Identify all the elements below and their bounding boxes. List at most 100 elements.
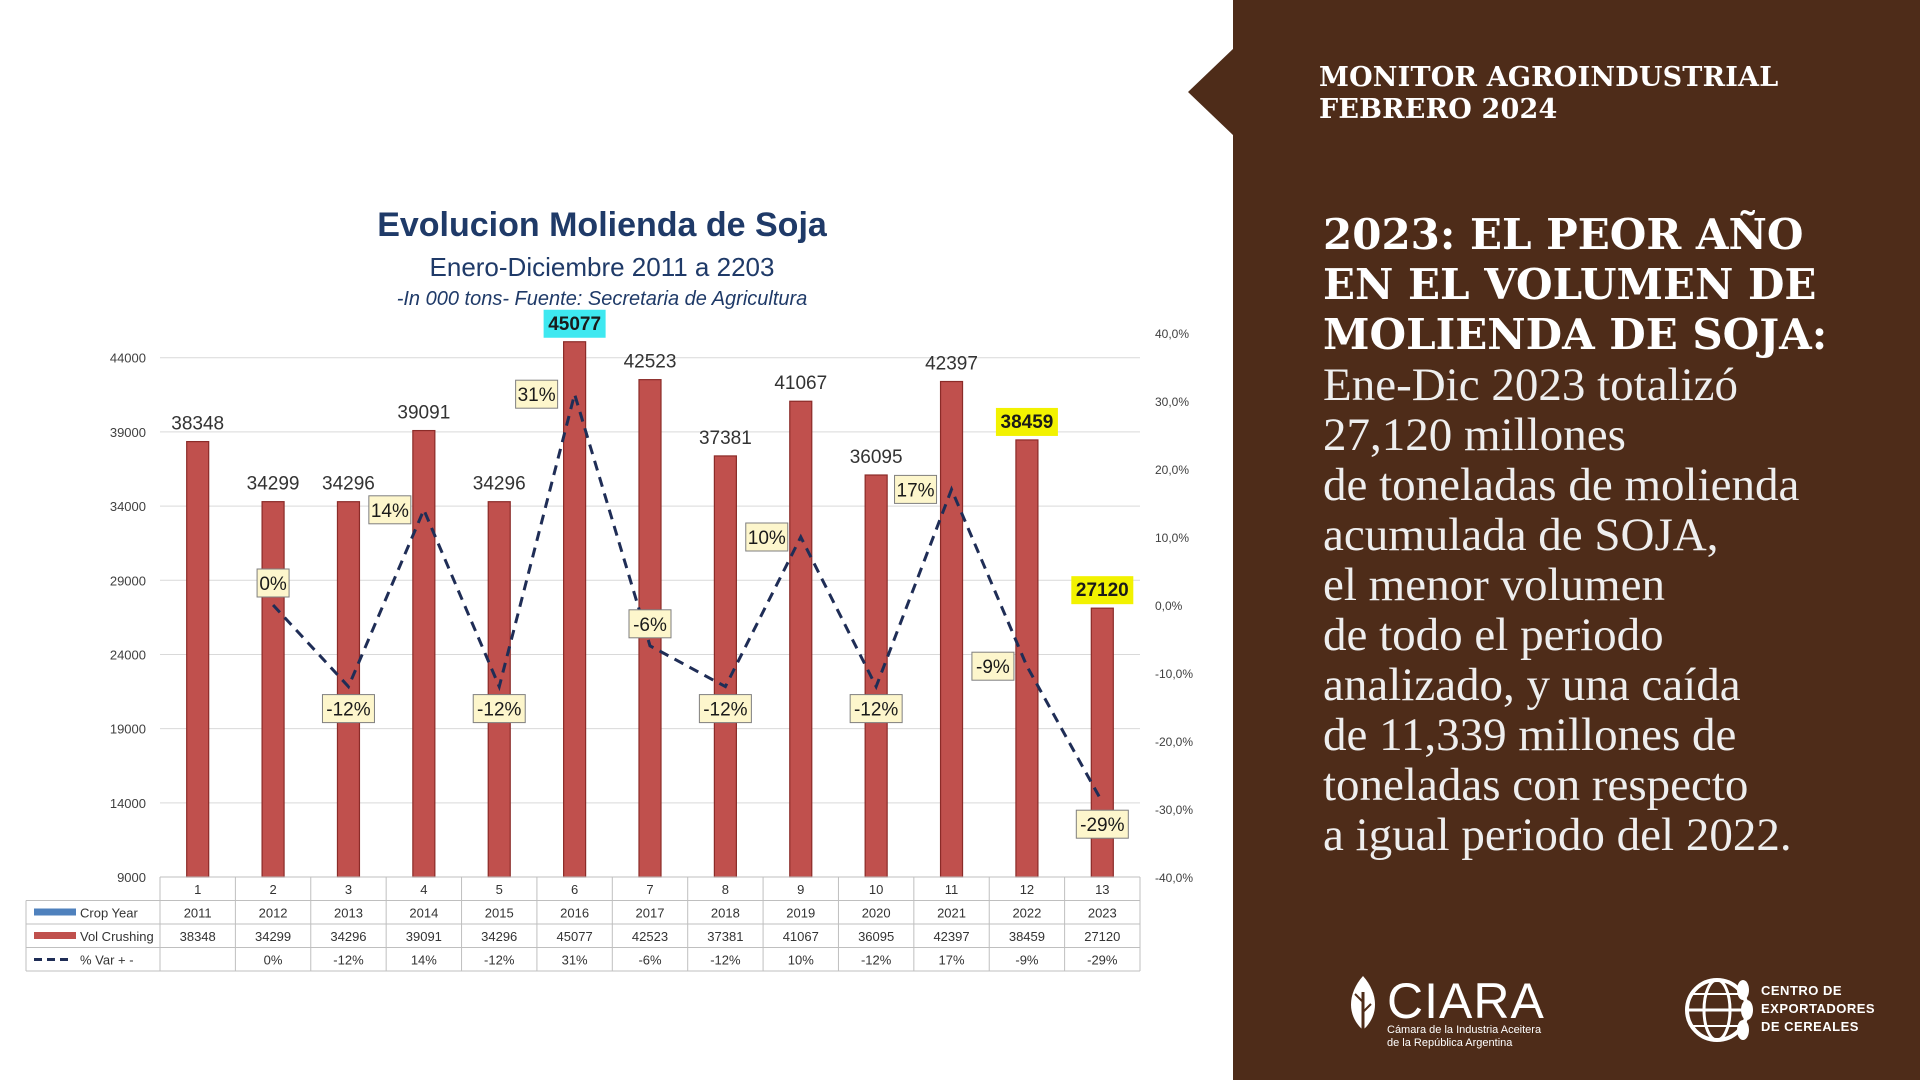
bar-value-label: 38459: [1001, 412, 1054, 433]
bar-value-label: 37381: [699, 428, 752, 449]
globe-wheat-icon: [1685, 978, 1753, 1042]
legend-label: % Var + -: [80, 953, 134, 968]
table-cell: 45077: [557, 929, 593, 944]
table-cell: -12%: [710, 953, 741, 968]
y-left-tick-label: 24000: [110, 647, 146, 662]
table-cell: 34296: [330, 929, 366, 944]
table-cell: 39091: [406, 929, 442, 944]
x-tick-label: 13: [1095, 882, 1109, 897]
pct-value-label: -6%: [633, 615, 667, 636]
bar-value-label: 45077: [548, 314, 601, 335]
y-right-tick-label: 0,0%: [1155, 599, 1183, 613]
pct-variation-line: [271, 388, 1104, 803]
pct-value-label: -29%: [1080, 815, 1124, 836]
y-right-tick-label: 10,0%: [1155, 531, 1189, 545]
headline-line: EN EL VOLUMEN DE: [1323, 260, 1817, 309]
pct-label-box: [894, 474, 938, 504]
x-tick-label: 4: [420, 882, 427, 897]
x-tick-label: 6: [571, 882, 578, 897]
chart-subtitle: Enero-Diciembre 2011 a 2203: [429, 252, 775, 282]
table-cell: 2020: [862, 906, 891, 921]
y-right-tick-label: -30,0%: [1155, 803, 1193, 817]
bar-value-label: 41067: [774, 373, 827, 394]
bar: [336, 501, 361, 878]
y-right-tick-label: 20,0%: [1155, 463, 1189, 477]
table-cell: -12%: [861, 953, 892, 968]
table-cell: 0%: [264, 953, 283, 968]
bar-value-label: 38348: [171, 414, 224, 435]
headline-body-line: 27,120 millones: [1323, 409, 1626, 461]
y-left-tick-label: 34000: [110, 499, 146, 514]
bar-label-highlight: [995, 407, 1058, 436]
y-right-tick-label: -20,0%: [1155, 735, 1193, 749]
table-cell: 31%: [562, 953, 588, 968]
ciara-subtitle-line: de la República Argentina: [1387, 1037, 1513, 1049]
bar: [939, 380, 964, 878]
table-cell: 2021: [937, 906, 966, 921]
table-cell: 2018: [711, 906, 740, 921]
headline: 2023: EL PEOR AÑO EN EL VOLUMEN DE MOLIE…: [1323, 210, 1913, 860]
chart-source-note: -In 000 tons- Fuente: Secretaria de Agri…: [396, 288, 808, 310]
headline-body-line: de todo el periodo: [1323, 609, 1664, 661]
bar-value-label: 34299: [247, 474, 300, 495]
headline-body-line: de 11,339 millones de: [1323, 709, 1737, 761]
table-cell: 2014: [409, 906, 438, 921]
x-tick-label: 5: [496, 882, 503, 897]
x-tick-label: 10: [869, 882, 883, 897]
bar-value-label: 42523: [624, 352, 677, 373]
bar-value-label: 27120: [1076, 580, 1129, 601]
bar-value-label: 36095: [850, 447, 903, 468]
y-left-tick-label: 29000: [110, 573, 146, 588]
table-cell: 38348: [180, 929, 216, 944]
pct-value-label: -12%: [477, 700, 521, 721]
bar-value-label: 34296: [473, 474, 526, 495]
x-tick-label: 1: [194, 882, 201, 897]
table-cell: -29%: [1087, 953, 1118, 968]
table-cell: 10%: [788, 953, 814, 968]
x-tick-label: 9: [797, 882, 804, 897]
cec-text: CENTRO DE EXPORTADORES DE CEREALES: [1761, 982, 1875, 1036]
table-cell: 34296: [481, 929, 517, 944]
y-left-tick-label: 44000: [110, 351, 146, 366]
table-cell: 38459: [1009, 929, 1045, 944]
table-cell: -12%: [484, 953, 515, 968]
monitor-date: FEBRERO 2024: [1319, 94, 1558, 125]
pct-value-label: 14%: [371, 501, 409, 522]
bar-value-label: 39091: [397, 403, 450, 424]
pct-label-box: [849, 694, 903, 724]
y-left-tick-label: 9000: [117, 870, 146, 885]
table-cell: 14%: [411, 953, 437, 968]
headline-body-line: toneladas con respecto: [1323, 759, 1749, 811]
headline-line: 2023: EL PEOR AÑO: [1323, 210, 1804, 259]
x-tick-label: 3: [345, 882, 352, 897]
ciara-leaf-icon: [1351, 976, 1375, 1038]
table-cell: 2017: [636, 906, 665, 921]
bar: [186, 440, 210, 878]
panel-notch: [1188, 48, 1234, 136]
table-cell: -9%: [1015, 953, 1039, 968]
pct-label-box: [628, 609, 672, 639]
legend-label: Crop Year: [80, 906, 138, 921]
headline-line: MOLIENDA DE SOJA:: [1323, 310, 1828, 359]
pct-value-label: -9%: [976, 657, 1010, 678]
pct-label-box: [1075, 809, 1129, 839]
pct-value-label: 10%: [748, 528, 786, 549]
pct-value-label: -12%: [326, 700, 370, 721]
y-right-tick-label: 30,0%: [1155, 395, 1189, 409]
y-right-tick-label: -10,0%: [1155, 667, 1193, 681]
headline-body-line: el menor volumen: [1323, 559, 1665, 611]
legend-swatch: [34, 932, 76, 939]
bar: [864, 474, 888, 878]
chart-title: Evolucion Molienda de Soja: [377, 206, 827, 244]
table-cell: -12%: [333, 953, 364, 968]
x-tick-label: 2: [269, 882, 276, 897]
table-cell: 27120: [1084, 929, 1120, 944]
cec-logo: CENTRO DE EXPORTADORES DE CEREALES: [1683, 970, 1913, 1060]
pct-label-box: [472, 694, 526, 724]
bar: [261, 501, 285, 878]
table-cell: 2023: [1088, 906, 1117, 921]
ciara-subtitle: Cámara de la Industria Aceitera de la Re…: [1387, 1024, 1547, 1050]
ciara-subtitle-line: Cámara de la Industria Aceitera: [1387, 1024, 1542, 1036]
pct-label-box: [256, 568, 290, 598]
bar: [789, 400, 813, 878]
